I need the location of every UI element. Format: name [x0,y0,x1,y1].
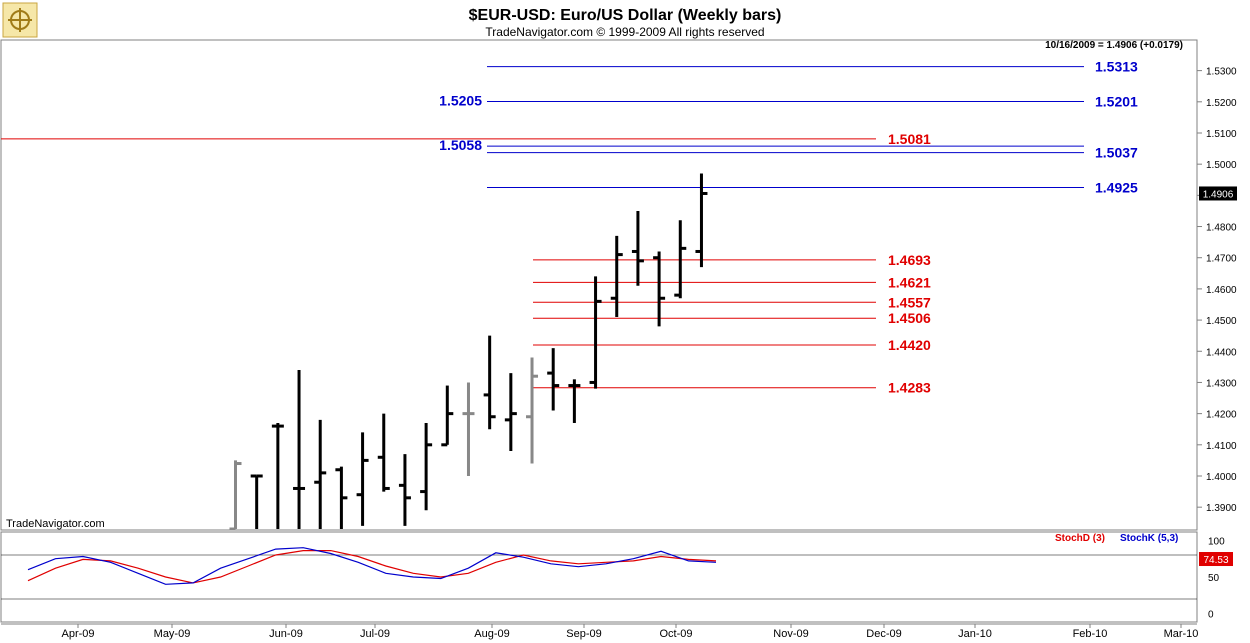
red-level-label: 1.4283 [888,380,931,396]
ohlc-bar [674,220,687,299]
ohlc-bar [526,357,539,464]
red-level-label: 1.4621 [888,274,931,290]
price-panel [0,39,1198,531]
red-level-label: 1.4693 [888,252,931,268]
ohlc-bar [547,348,560,411]
ohlc-bar [462,382,475,476]
last-price-marker: 1.4906 [1199,186,1237,201]
ohlc-bar [631,210,644,286]
blue-level-label: 1.5313 [1095,59,1138,75]
x-tick-label: May-09 [154,628,191,640]
stochastic-panel [0,531,1198,623]
blue-level-label: 1.5037 [1095,145,1138,161]
x-tick-label: Feb-10 [1073,628,1108,640]
last-quote-label: 10/16/2009 = 1.4906 (+0.0179) [1045,40,1183,51]
x-tick-label: Jun-09 [269,628,303,640]
ohlc-bar [250,474,263,529]
stochk-legend: StochK (5,3) [1120,533,1178,544]
blue-level-left-label: 1.5205 [439,92,482,108]
x-tick-label: Sep-09 [566,628,601,640]
ohlc-bar [483,335,496,430]
x-tick-label: Mar-10 [1164,628,1199,640]
x-tick-label: Oct-09 [659,628,692,640]
ohlc-bar [356,432,369,526]
ohlc-bar [335,466,348,529]
stoch-last-label: 74.53 [1203,555,1228,566]
y-tick-label: 1.5100 [1206,129,1237,140]
ohlc-bar [610,235,623,317]
x-tick-label: Apr-09 [61,628,94,640]
ohlc-bar [293,369,306,529]
x-tick-label: Jul-09 [360,628,390,640]
ohlc-bar [589,276,602,389]
ohlc-bar [420,422,433,511]
x-tick-label: Aug-09 [474,628,509,640]
y-tick-label: 1.5200 [1206,98,1237,109]
stoch-last-marker: 74.53 [1199,552,1233,567]
y-tick-label: 1.4700 [1206,254,1237,265]
y-tick-label: 1.4000 [1206,472,1237,483]
y-tick-label: 1.4300 [1206,378,1237,389]
y-tick-label: 1.4400 [1206,347,1237,358]
x-tick-label: Jan-10 [958,628,992,640]
ohlc-bar [695,173,708,268]
watermark-text: TradeNavigator.com [6,518,105,530]
red-level-label: 1.4506 [888,310,931,326]
chart-subtitle: TradeNavigator.com © 1999-2009 All right… [485,25,764,39]
y-tick-label: 1.4500 [1206,316,1237,327]
ohlc-bar [568,379,581,423]
ohlc-bar [377,413,390,492]
ohlc-bar [504,373,517,452]
stochd-line [27,549,717,584]
x-tick-label: Dec-09 [866,628,901,640]
red-level-label: 1.4420 [888,337,931,353]
blue-level-label: 1.4925 [1095,180,1138,196]
y-tick-label: 1.4100 [1206,441,1237,452]
stoch-y-tick-label: 100 [1208,536,1225,547]
ohlc-bar [653,251,666,327]
stoch-y-tick-label: 50 [1208,573,1220,584]
last-price-label: 1.4906 [1203,189,1234,200]
red-level-label: 1.4557 [888,294,931,310]
red-level-label: 1.5081 [888,131,931,147]
y-tick-label: 1.5000 [1206,160,1237,171]
tradenavigator-logo-icon [2,2,38,38]
x-tick-label: Nov-09 [773,628,808,640]
chart-title: $EUR-USD: Euro/US Dollar (Weekly bars) [469,7,782,24]
y-tick-label: 1.4200 [1206,410,1237,421]
stochd-legend: StochD (3) [1055,533,1105,544]
y-tick-label: 1.4800 [1206,223,1237,234]
ohlc-bar [271,422,284,529]
blue-level-left-label: 1.5058 [439,137,482,153]
ohlc-bar [441,385,454,447]
ohlc-bar [398,454,411,526]
y-tick-label: 1.3900 [1206,503,1237,514]
y-tick-label: 1.4600 [1206,285,1237,296]
stoch-y-tick-label: 0 [1208,610,1214,621]
ohlc-bar [314,419,327,529]
blue-level-label: 1.5201 [1095,93,1138,109]
stochk-line [27,547,717,585]
y-tick-label: 1.5300 [1206,67,1237,78]
ohlc-bar [229,460,242,531]
